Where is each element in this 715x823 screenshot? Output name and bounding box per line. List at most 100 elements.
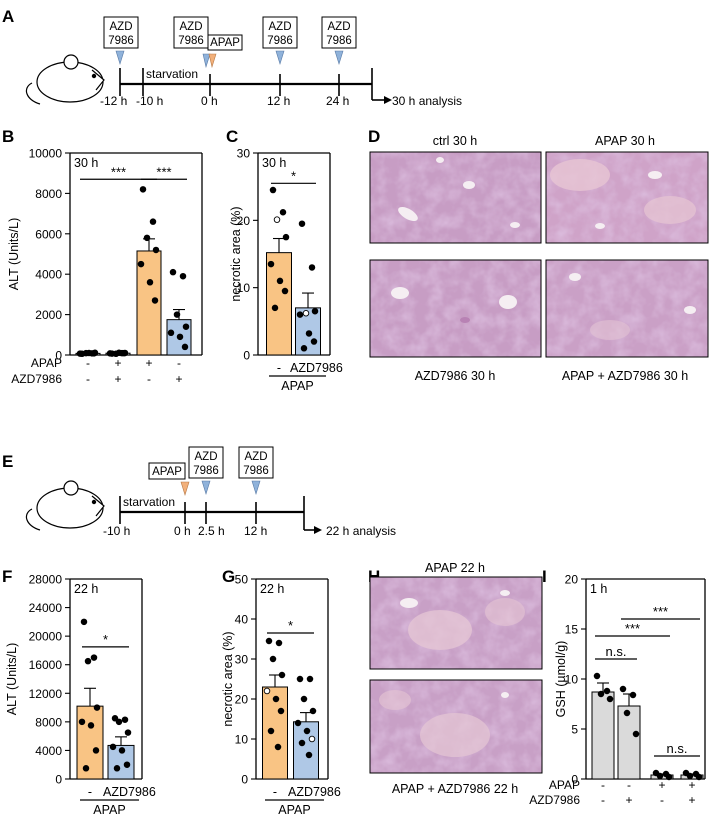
y-tick-label: 10 [565,673,579,687]
condition-sign: - [86,372,90,386]
starvation-label-e: starvation [123,495,175,509]
condition-sign: + [114,356,121,370]
data-point [619,685,627,693]
data-point [310,338,318,345]
y-tick-label: 2000 [35,308,62,322]
y-tick-label: 30 [237,147,251,161]
analysis-label-a: 30 h analysis [392,94,462,108]
y-tick-label: 8000 [35,187,62,201]
micrograph-apap-22h [369,576,543,670]
condition-sign: - [86,356,90,370]
data-point [300,345,308,352]
data-point [308,264,316,271]
panel-label-e: E [2,452,13,471]
micrograph-caption-d-combo: APAP + AZD7986 30 h [562,369,688,383]
bar [107,744,135,780]
condition-row-label: APAP [31,356,62,370]
data-point [306,675,314,683]
inset-label: 1 h [590,582,607,596]
y-axis-label: necrotic area (%) [221,631,235,726]
data-point [296,675,304,683]
box-e-2-line2: 7986 [243,465,269,477]
y-tick-label: 0 [241,773,248,787]
panel-label-g: G [222,567,235,586]
micrograph-combo-30h [545,259,709,358]
condition-sign: + [658,778,665,792]
data-point [93,704,101,711]
data-point [656,772,664,780]
y-tick-label: 8000 [35,715,62,729]
data-point [623,709,631,717]
data-point [123,761,131,768]
chart-f: 22 h 0 4000 8000 12000 16000 20000 24000 28000 AL… [5,573,156,818]
box-a-4-line2: 7986 [326,35,352,47]
y-tick-label: 4000 [35,268,62,282]
data-point [265,637,273,645]
data-point [78,718,86,726]
box-e-2-line1: AZD [245,451,268,463]
data-point [76,350,84,357]
panel-label-d: D [368,127,380,146]
time-tick-a-0: -12 h [100,94,127,108]
data-point [113,765,121,772]
data-point [263,687,271,695]
x-tick-label: - [273,785,277,799]
box-e-1-line2: 7986 [193,465,219,477]
y-tick-label: 40 [235,613,249,627]
significance-label: * [291,168,296,183]
y-tick-label: 6000 [35,227,62,241]
data-point [272,695,280,703]
data-point [593,672,601,680]
box-a-4-line1: AZD [328,21,351,33]
data-point [149,218,157,225]
data-point [309,707,317,715]
significance-label: n.s. [606,644,627,659]
data-point [296,311,304,318]
y-tick-label: 20 [237,214,251,228]
micrograph-ctrl-30h [369,151,542,244]
data-point [632,730,640,738]
condition-sign: + [114,372,121,386]
micrograph-caption-d-apap: APAP 30 h [595,134,655,148]
box-a-2-line1: APAP [210,37,240,49]
data-point [167,329,175,337]
x-tick-label: - [277,361,281,375]
data-point [267,727,275,735]
y-tick-label: 16000 [29,658,63,672]
box-e-1-line1: AZD [195,451,218,463]
data-point [686,772,694,780]
condition-sign: + [145,356,152,370]
data-point [176,333,184,341]
charts: 30 h 0 2000 4000 6000 8000 10000 ALT (Units/L) *… [5,147,706,818]
y-axis-label: GSH (µmol/g) [554,641,568,718]
x-tick-label: AZD7986 [103,785,156,799]
data-point [269,655,277,663]
significance-label: * [288,618,293,633]
micrograph-caption-d-ctrl: ctrl 30 h [433,134,478,148]
data-point [281,287,289,295]
data-point [120,349,128,357]
data-point [606,695,614,703]
y-tick-label: 10000 [29,147,63,161]
data-point [151,297,159,304]
condition-row-label: APAP [549,778,580,792]
condition-sign: + [625,793,632,807]
y-tick-label: 10 [235,733,249,747]
condition-row-label: AZD7986 [11,372,62,386]
data-point [121,716,129,723]
data-point [305,330,313,337]
x-tick-label: AZD7986 [288,785,341,799]
significance-label: *** [653,604,668,619]
chart-g: 22 h 0 10 20 30 40 50 necrotic area (%) * - AZD798… [221,573,341,818]
data-point [311,307,319,315]
group-label: APAP [281,379,313,393]
time-tick-a-1: -10 h [136,94,163,108]
data-point [90,350,98,357]
data-point [269,186,277,194]
y-tick-label: 30 [235,653,249,667]
y-axis-label: ALT (Units/L) [7,218,21,290]
condition-sign: - [147,372,151,386]
box-a-3-line1: AZD [269,21,292,33]
mouse-icon-e [25,480,105,531]
inset-label: 30 h [74,156,98,170]
